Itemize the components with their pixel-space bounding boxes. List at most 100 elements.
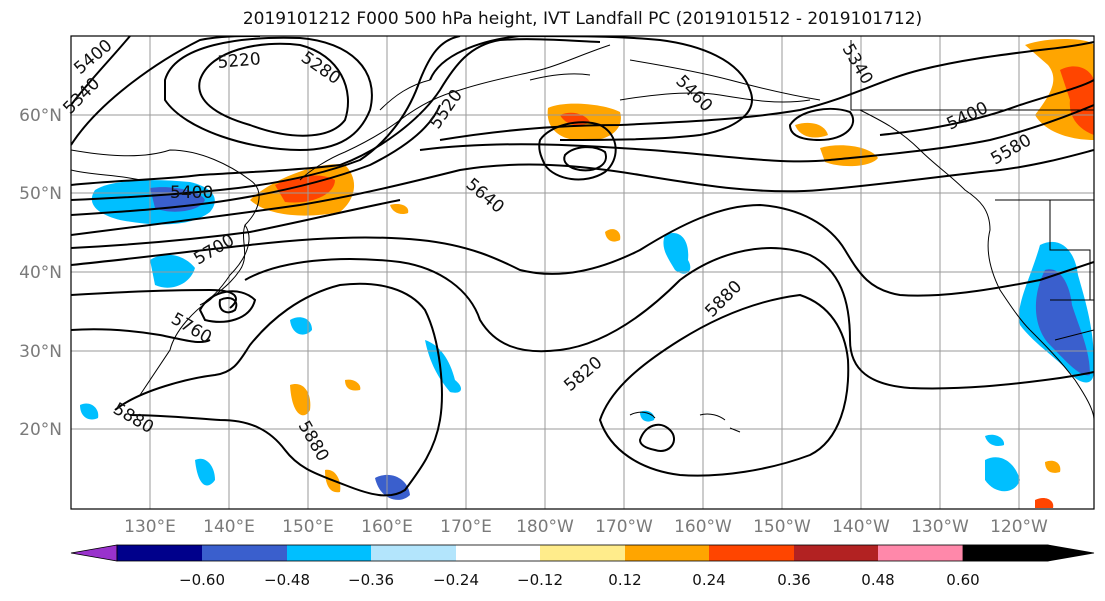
lon-label: 160°W [674,517,732,537]
contour-line [563,146,607,172]
height-contours [71,36,1094,497]
contour-line [198,290,257,323]
ivt-negative-area [663,232,691,274]
ivt-positive-area [820,145,878,167]
ivt-positive-area [605,229,621,242]
lat-label: 20°N [19,420,62,440]
contour-label: 5340 [838,41,877,88]
ivt-positive-area [290,384,311,416]
contour-label: 5220 [217,49,262,73]
lon-label: 150°W [753,517,811,537]
lon-label: 130°W [911,517,969,537]
contour-label: 5580 [988,130,1035,169]
contour-line [71,36,461,201]
colorbar-segment [371,545,456,561]
contour-line [198,42,349,137]
contour-label: 5400 [944,98,992,134]
ivt-positive-area [275,175,335,203]
lat-label: 40°N [19,263,62,283]
colorbar-segment [117,545,202,561]
contour-label: 5400 [70,36,116,79]
lon-label: 160°E [361,517,413,537]
colorbar-tick-label: 0.60 [946,571,979,589]
lon-label: 170°E [440,517,492,537]
coastlines [71,40,1094,433]
contour-label: 5640 [462,175,508,218]
lon-label: 140°E [203,517,255,537]
lon-label: 130°E [124,517,176,537]
colorbar-tick-label: −0.12 [517,571,563,589]
contour-line [71,328,211,344]
contour-label: 5400 [170,183,213,203]
colorbar-tick-label: −0.24 [433,571,479,589]
ivt-negative-area [195,458,215,486]
map-frame [70,35,1095,510]
contour-line [538,121,617,181]
contour-labels: 5400 5340 5220 5280 5520 5460 5340 5400 … [59,36,1035,465]
ivt-negative-area [640,410,655,422]
colorbar-tick-label: 0.12 [608,571,641,589]
colorbar-segment [625,545,709,561]
contour-line [419,104,1094,163]
lon-axis: 130°E 140°E 150°E 160°E 170°E 180°W 170°… [124,517,1048,537]
lon-label: 140°W [832,517,890,537]
colorbar-min-extend [70,544,118,562]
colorbar-segment [540,545,625,561]
contour-line [429,36,753,141]
ivt-negative-area [425,340,462,393]
contour-line [71,38,601,186]
contour-line [71,104,441,216]
lon-label: 170°W [595,517,653,537]
contour-label: 5880 [701,277,746,322]
colorbar-segment [878,545,963,561]
lon-label: 120°W [990,517,1048,537]
ivt-positive-area [390,203,409,215]
contour-line [71,149,1094,236]
ivt-positive-area [345,379,361,391]
colorbar-segment [202,545,287,561]
contour-line [164,36,373,152]
lat-label: 60°N [19,106,62,126]
contour-line [788,107,855,142]
colorbar-tick-label: 0.24 [692,571,725,589]
colorbar-tick-label: −0.48 [264,571,310,589]
contour-line [218,297,238,314]
ivt-negative-area [985,457,1020,492]
colorbar-segment [794,545,878,561]
contour-line [439,41,1094,141]
contour-line [71,199,401,249]
ivt-negative-area [80,403,99,420]
ivt-negative-area [150,254,195,288]
colorbar-outline [116,544,1049,562]
lat-axis: 60°N 50°N 40°N 30°N 20°N [19,106,62,440]
contour-line [244,247,1094,390]
contour-line [114,282,443,497]
colorbar-segment [287,545,371,561]
ivt-negative-area [1035,269,1090,376]
ivt-positive-area [795,122,828,138]
colorbar-tick-label: −0.60 [179,571,225,589]
ivt-negative-area [375,474,410,500]
lat-label: 50°N [19,184,62,204]
contour-line [598,293,850,477]
contour-label: 5820 [560,353,606,396]
contour-line [71,288,237,309]
ivt-positive-area [1035,497,1054,508]
colorbar-tick-label: 0.36 [777,571,810,589]
contour-line [638,423,675,452]
colorbar-max-extend [962,544,1095,562]
colorbar-segment [456,545,540,561]
ivt-negative-area [985,434,1005,446]
colorbar-tick-label: −0.36 [348,571,394,589]
colorbar-segment [709,545,794,561]
contour-line [71,36,131,106]
map-title: 2019101212 F000 500 hPa height, IVT Land… [242,9,923,29]
lat-label: 30°N [19,342,62,362]
contour-label: 5520 [426,86,467,133]
ivt-negative-area [290,317,312,335]
colorbar: −0.60 −0.48 −0.36 −0.24 −0.12 0.12 0.24 … [70,544,1095,589]
contour-label: 5880 [294,418,333,465]
contour-line [879,79,1094,136]
ivt-positive-area [1045,460,1061,473]
